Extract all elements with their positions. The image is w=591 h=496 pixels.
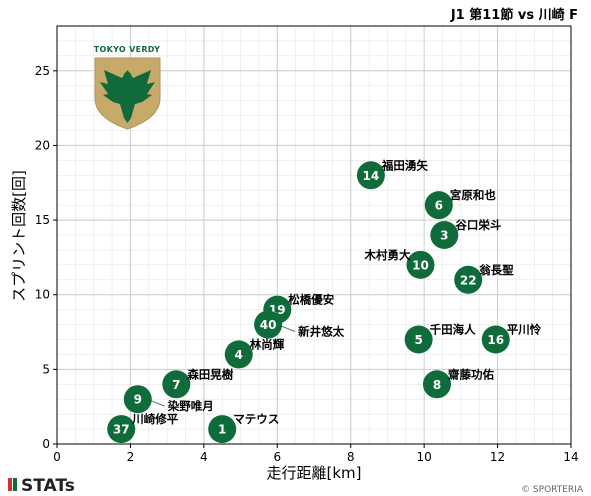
player-marker (208, 415, 237, 444)
stats-logo-red-bar (8, 478, 12, 491)
player-number: 4 (235, 348, 243, 362)
x-tick-label: 0 (53, 450, 61, 464)
player-number: 6 (435, 199, 443, 213)
x-tick-label: 2 (127, 450, 135, 464)
player-name-label: 森田晃樹 (187, 367, 233, 381)
player-name-label: 松橋優安 (288, 293, 334, 307)
y-tick-label: 25 (35, 64, 50, 78)
y-tick-label: 0 (42, 437, 50, 451)
x-axis-label: 走行距離[km] (266, 464, 361, 482)
player-number: 7 (172, 378, 180, 392)
stats-logo: STATs (8, 476, 75, 496)
player-marker (162, 370, 191, 399)
player-point: 9 染野唯月 (123, 385, 214, 414)
player-number: 16 (487, 333, 504, 347)
player-name-label: 谷口栄斗 (455, 218, 501, 232)
y-tick-label: 20 (35, 138, 50, 152)
player-name-label: 林尚輝 (250, 337, 285, 351)
player-marker (123, 385, 152, 414)
plot-frame (56, 25, 572, 445)
stats-brand: STATs (21, 476, 75, 496)
tokyo-verdy-crest-icon: TOKYO VERDY (94, 45, 161, 130)
y-axis-ticks: 0 5 10 15 20 25 (35, 64, 57, 451)
player-number: 37 (113, 423, 130, 437)
svg-text:TOKYO VERDY: TOKYO VERDY (94, 45, 161, 54)
player-point: 3 谷口栄斗 (430, 218, 502, 249)
player-point: 4 林尚輝 (224, 337, 285, 369)
player-point: 40 新井悠太 (254, 310, 345, 339)
player-number: 9 (134, 393, 142, 407)
player-number: 10 (412, 258, 429, 272)
player-marker (254, 310, 283, 339)
player-name-label: 齋藤功佑 (447, 367, 494, 381)
player-name-label: 翁長聖 (478, 263, 514, 277)
copyright-text: © SPORTERIA (521, 485, 584, 495)
player-marker (107, 415, 136, 444)
player-marker (224, 340, 253, 369)
player-name-label: 新井悠太 (298, 325, 344, 339)
stats-logo-green-bar (13, 478, 17, 491)
player-marker (404, 325, 433, 354)
x-tick-label: 8 (347, 450, 355, 464)
x-tick-label: 6 (273, 450, 281, 464)
x-tick-label: 12 (490, 450, 505, 464)
y-axis-label: スプリント回数[回] (10, 170, 28, 302)
player-name-label: 福田湧矢 (381, 158, 428, 172)
chart-title: J1 第11節 vs 川崎 F (450, 7, 578, 23)
label-leader-line (149, 399, 165, 407)
player-marker (430, 221, 459, 249)
player-point: 1 マテウス (208, 412, 279, 444)
player-marker (356, 161, 385, 190)
player-point: 5 千田海人 (404, 323, 476, 354)
y-tick-label: 5 (42, 362, 50, 376)
x-tick-label: 10 (417, 450, 432, 464)
player-marker (454, 265, 483, 294)
player-name-label: 染野唯月 (167, 399, 214, 413)
player-number: 3 (440, 229, 448, 243)
player-marker (481, 325, 510, 354)
player-name-label: 木村勇大 (363, 248, 410, 262)
player-number: 22 (460, 273, 477, 287)
label-leader-line (279, 325, 296, 333)
player-name-label: 平川怜 (507, 323, 542, 337)
player-marker (424, 191, 453, 220)
player-point: 7 森田晃樹 (162, 367, 234, 399)
y-tick-label: 10 (35, 288, 50, 302)
player-point: 8 齋藤功佑 (422, 367, 494, 399)
player-name-label: マテウス (233, 412, 279, 426)
x-tick-label: 14 (563, 450, 578, 464)
player-name-label: 千田海人 (430, 323, 476, 337)
x-tick-label: 4 (200, 450, 208, 464)
y-tick-label: 15 (35, 213, 50, 227)
player-number: 8 (433, 378, 441, 392)
player-name-label: 川崎修平 (131, 412, 178, 426)
player-point: 6 宮原和也 (424, 188, 496, 220)
x-axis-ticks: 0 2 4 6 8 10 12 14 (53, 444, 579, 464)
player-marker (422, 370, 451, 399)
player-number: 40 (260, 318, 277, 332)
player-name-label: 宮原和也 (450, 188, 496, 202)
player-number: 1 (218, 423, 226, 437)
player-number: 5 (414, 333, 422, 347)
player-marker (406, 250, 435, 279)
player-number: 14 (363, 169, 380, 183)
